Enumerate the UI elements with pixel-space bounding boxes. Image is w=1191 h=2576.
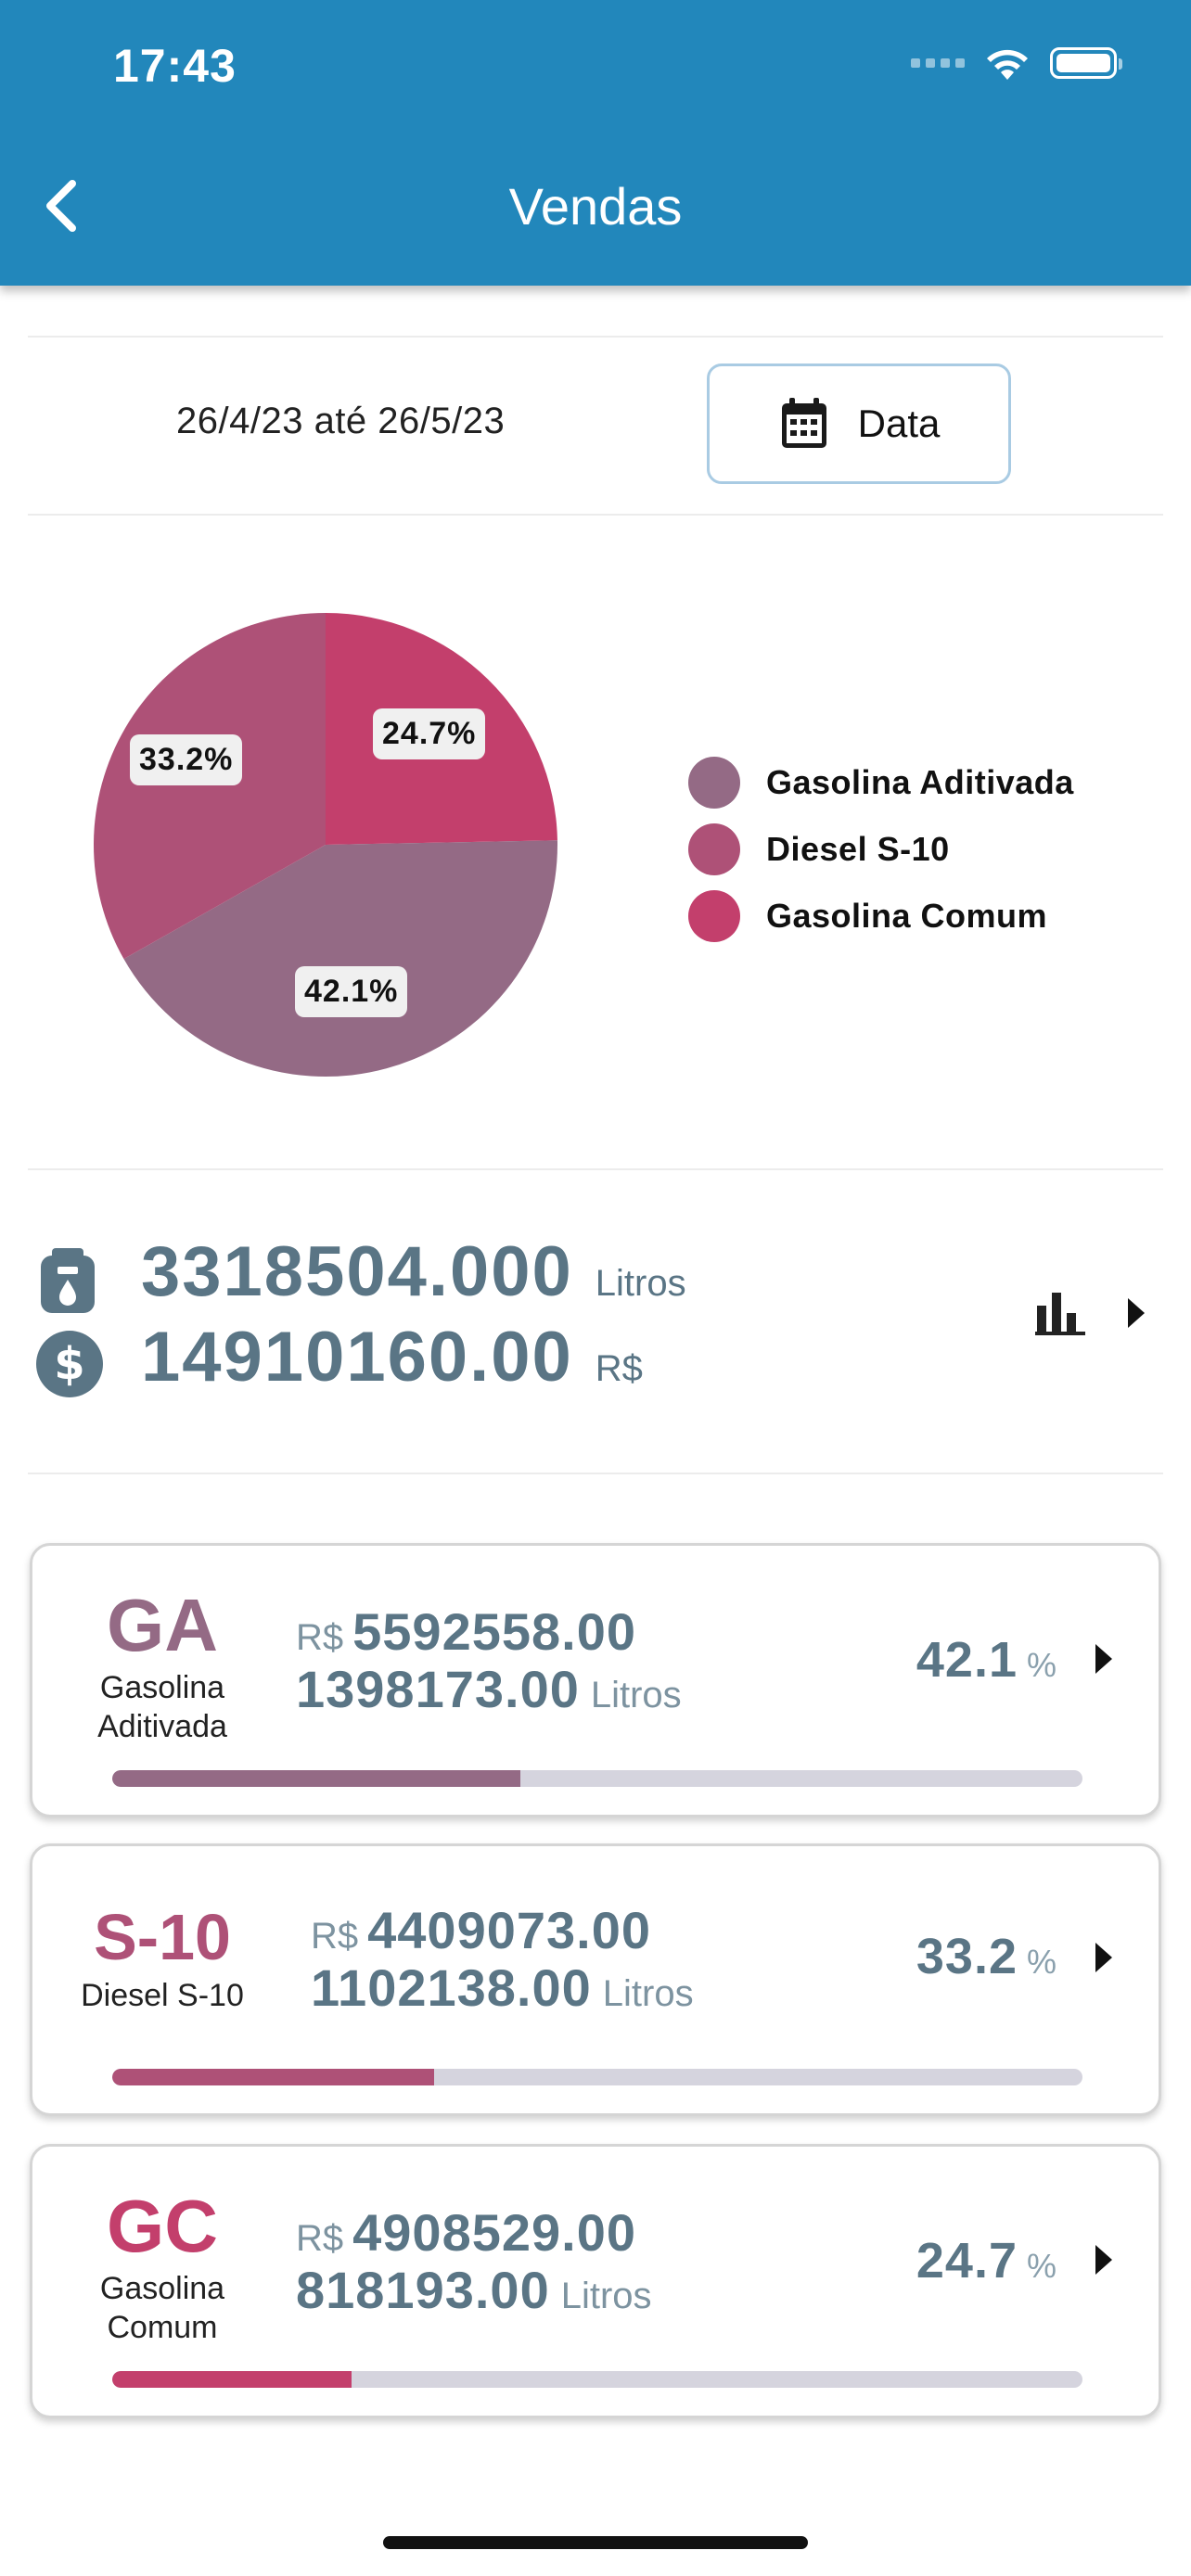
- page-title: Vendas: [508, 177, 683, 236]
- dollar-circle-icon: $: [36, 1331, 103, 1397]
- product-card-s10[interactable]: S-10 Diesel S-10 R$ 4409073.00 1102138.0…: [30, 1843, 1161, 2116]
- product-name-line2: Comum: [107, 2310, 218, 2345]
- legend-swatch: [688, 890, 740, 942]
- legend-label: Diesel S-10: [766, 830, 950, 868]
- product-percent: 42.1 %: [916, 1631, 1057, 1689]
- pie-chart-svg: [93, 613, 558, 1078]
- pie-chart: 42.1% 33.2% 24.7%: [93, 612, 558, 1078]
- legend-label: Gasolina Aditivada: [766, 763, 1074, 801]
- battery-icon: [1050, 47, 1122, 79]
- percent-value: 24.7: [916, 2233, 1018, 2289]
- product-code: GA: [107, 1584, 218, 1666]
- product-percent: 24.7 %: [916, 2232, 1057, 2289]
- share-bar-fill: [112, 1770, 521, 1787]
- legend-item-diesel-s10: Diesel S-10: [688, 816, 1074, 883]
- status-time: 17:43: [113, 40, 237, 92]
- totals-summary[interactable]: 3318504.000 Litros $ 14910160.00 R$: [33, 1231, 1146, 1408]
- product-name-line2: Aditivada: [97, 1709, 227, 1744]
- date-button-label: Data: [857, 402, 941, 445]
- product-percent: 33.2 %: [916, 1928, 1057, 1985]
- chevron-right-icon: [1095, 1644, 1112, 1674]
- product-volume: 818193.00 Litros: [296, 2260, 652, 2320]
- product-name: Gasolina Aditivada: [51, 1668, 274, 1746]
- chevron-right-icon: [1095, 2245, 1112, 2275]
- divider: [28, 336, 1163, 338]
- divider: [28, 514, 1163, 516]
- product-name-line1: Gasolina: [99, 2271, 225, 2306]
- product-name: Diesel S-10: [42, 1976, 283, 2015]
- share-bar-fill: [112, 2069, 435, 2085]
- revenue-value: 4409073.00: [367, 1901, 651, 1959]
- product-revenue: R$ 4908529.00: [296, 2202, 636, 2263]
- total-volume: 3318504.000 Litros: [141, 1231, 686, 1312]
- currency-prefix: R$: [296, 2218, 344, 2259]
- legend-label: Gasolina Comum: [766, 897, 1048, 935]
- bar-chart-icon: [1035, 1293, 1085, 1335]
- total-volume-value: 3318504.000: [141, 1232, 573, 1311]
- product-volume: 1102138.00 Litros: [311, 1958, 694, 2018]
- revenue-value: 4908529.00: [352, 2203, 636, 2262]
- product-card-ga[interactable]: GA Gasolina Aditivada R$ 5592558.00 1398…: [30, 1543, 1161, 1817]
- revenue-value: 5592558.00: [352, 1602, 636, 1661]
- back-button[interactable]: [33, 172, 89, 239]
- total-revenue: 14910160.00 R$: [141, 1317, 643, 1397]
- percent-unit: %: [1026, 2247, 1057, 2285]
- chevron-right-icon: [1095, 1943, 1112, 1972]
- total-revenue-value: 14910160.00: [141, 1318, 573, 1396]
- legend-item-gasolina-aditivada: Gasolina Aditivada: [688, 749, 1074, 816]
- home-indicator[interactable]: [383, 2536, 808, 2549]
- calendar-icon: [781, 398, 826, 448]
- share-bar: [112, 1770, 1082, 1787]
- volume-unit: Litros: [590, 1675, 682, 1715]
- product-name-line1: Gasolina: [99, 1670, 225, 1705]
- chevron-right-icon: [1128, 1298, 1145, 1328]
- volume-unit: Litros: [560, 2276, 652, 2316]
- date-range-text: 26/4/23 até 26/5/23: [176, 401, 506, 441]
- product-name-line1: Diesel S-10: [81, 1978, 244, 2013]
- legend-swatch: [688, 823, 740, 875]
- share-bar: [112, 2069, 1082, 2085]
- chart-detail-link[interactable]: [1035, 1291, 1146, 1335]
- product-volume: 1398173.00 Litros: [296, 1659, 682, 1719]
- total-volume-unit: Litros: [595, 1263, 686, 1304]
- product-card-gc[interactable]: GC Gasolina Comum R$ 4908529.00 818193.0…: [30, 2144, 1161, 2418]
- total-revenue-unit: R$: [595, 1348, 643, 1389]
- divider: [28, 1473, 1163, 1474]
- share-bar-fill: [112, 2371, 352, 2388]
- chart-legend: Gasolina Aditivada Diesel S-10 Gasolina …: [688, 749, 1074, 950]
- legend-item-gasolina-comum: Gasolina Comum: [688, 883, 1074, 950]
- legend-swatch: [688, 757, 740, 809]
- pie-slice-gasolina-aditivada: [123, 840, 558, 1078]
- product-name: Gasolina Comum: [51, 2269, 274, 2347]
- svg-text:$: $: [54, 1338, 84, 1390]
- divider: [28, 1168, 1163, 1170]
- product-revenue: R$ 5592558.00: [296, 1601, 636, 1662]
- product-code: S-10: [94, 1901, 231, 1973]
- cellular-signal-icon: [911, 58, 965, 68]
- pie-label-diesel-s10: 33.2%: [130, 734, 243, 785]
- percent-value: 33.2: [916, 1929, 1018, 1984]
- status-icons: [911, 45, 1122, 82]
- share-bar: [112, 2371, 1082, 2388]
- pie-label-gasolina-aditivada: 42.1%: [295, 966, 408, 1017]
- wifi-icon: [987, 49, 1028, 80]
- product-revenue: R$ 4409073.00: [311, 1900, 651, 1960]
- date-filter-button[interactable]: Data: [707, 363, 1011, 484]
- product-code: GC: [107, 2185, 218, 2267]
- pie-slice-diesel-s10: [93, 613, 326, 960]
- volume-value: 1102138.00: [311, 1958, 592, 2017]
- volume-value: 818193.00: [296, 2261, 550, 2319]
- fuel-pump-icon: [41, 1248, 95, 1313]
- app-header: 17:43 Vendas: [0, 0, 1191, 286]
- currency-prefix: R$: [311, 1916, 359, 1957]
- pie-label-gasolina-comum: 24.7%: [373, 708, 486, 759]
- volume-value: 1398173.00: [296, 1660, 580, 1718]
- percent-value: 42.1: [916, 1632, 1018, 1688]
- percent-unit: %: [1026, 1646, 1057, 1684]
- percent-unit: %: [1026, 1943, 1057, 1981]
- currency-prefix: R$: [296, 1617, 344, 1658]
- volume-unit: Litros: [602, 1973, 694, 2014]
